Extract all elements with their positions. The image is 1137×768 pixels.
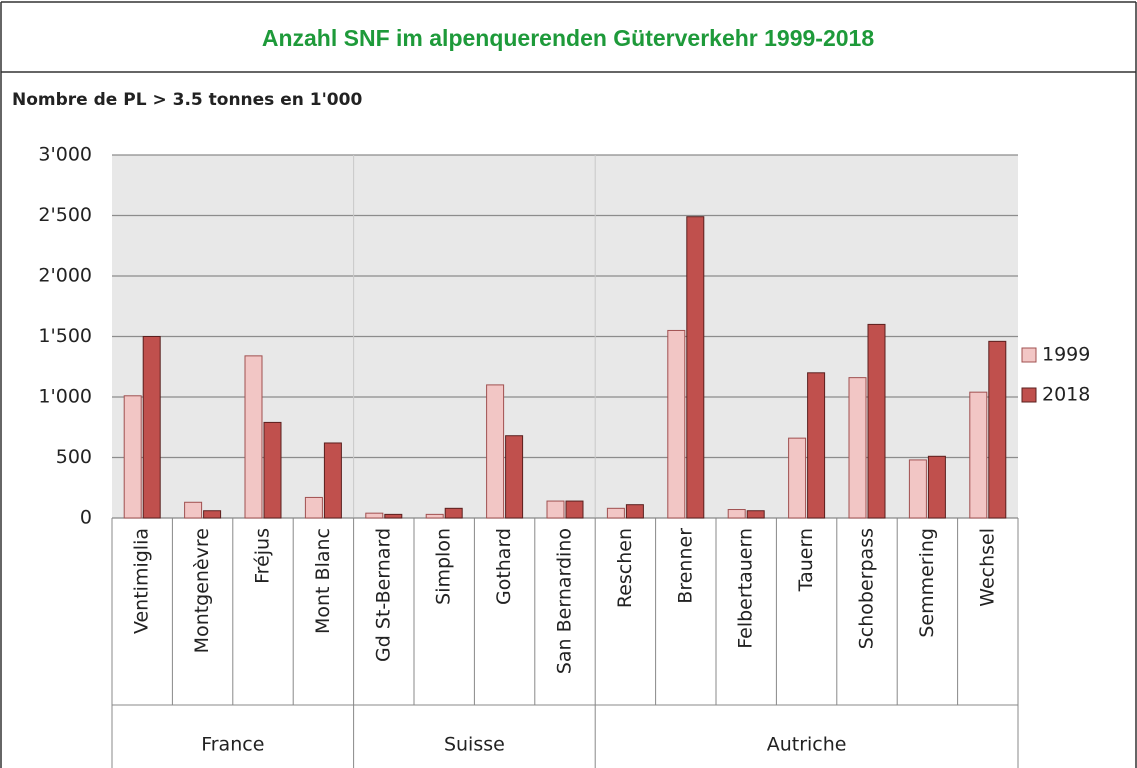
y-tick-label: 1'000 [38,386,92,408]
group-label: Autriche [767,734,847,756]
bar [686,216,705,519]
bar [908,459,927,519]
bar [746,510,765,519]
y-tick-label: 2'500 [38,204,92,226]
bar [203,510,222,519]
bar [667,329,686,519]
bar [444,507,463,519]
bar [807,372,826,519]
bar [546,500,565,519]
y-tick-label: 0 [80,507,92,529]
bar [969,391,988,519]
subtitle: Nombre de PL > 3.5 tonnes en 1'000 [12,90,362,110]
bar [184,501,203,519]
x-tick-label: Montgenèvre [191,528,213,653]
group-label: Suisse [444,734,505,756]
x-tick-label: Wechsel [976,528,998,607]
x-tick-label: Semmering [916,528,938,638]
y-tick-label: 500 [56,446,92,468]
bar [848,377,867,519]
x-tick-label: San Bernardino [554,528,576,674]
y-tick-label: 3'000 [38,144,92,166]
bar [263,421,282,519]
chart-title: Anzahl SNF im alpenquerenden Güterverkeh… [262,25,874,51]
bar [988,340,1007,519]
bar [927,455,946,519]
bar [565,500,584,519]
bar [425,513,444,519]
bar [727,509,746,519]
bar [625,504,644,519]
y-tick-label: 1'500 [38,325,92,347]
x-tick-label: Fréjus [252,528,274,584]
x-tick-label: Brenner [674,528,696,604]
x-tick-label: Felbertauern [735,528,757,649]
x-tick-label: Reschen [614,528,636,608]
bar [486,384,505,519]
legend-label: 1999 [1042,344,1090,366]
legend-label: 2018 [1042,384,1090,406]
bar [323,442,342,519]
x-tick-label: Simplon [433,528,455,605]
bar [867,323,886,519]
bar [365,512,384,519]
group-label: France [201,734,264,756]
bar [123,395,142,519]
legend-swatch [1021,387,1037,403]
bar [304,496,323,519]
bar [505,435,524,519]
bar [788,437,807,519]
bar [244,355,263,519]
x-tick-label: Mont Blanc [312,528,334,634]
x-tick-label: Ventimiglia [131,528,153,634]
legend-swatch [1021,347,1037,363]
y-tick-label: 2'000 [38,265,92,287]
x-tick-label: Schoberpass [856,528,878,649]
x-tick-label: Tauern [795,528,817,592]
bar [142,336,161,519]
x-tick-label: Gothard [493,528,515,605]
x-tick-label: Gd St-Bernard [372,528,394,662]
bar [606,507,625,519]
bar [384,513,403,519]
